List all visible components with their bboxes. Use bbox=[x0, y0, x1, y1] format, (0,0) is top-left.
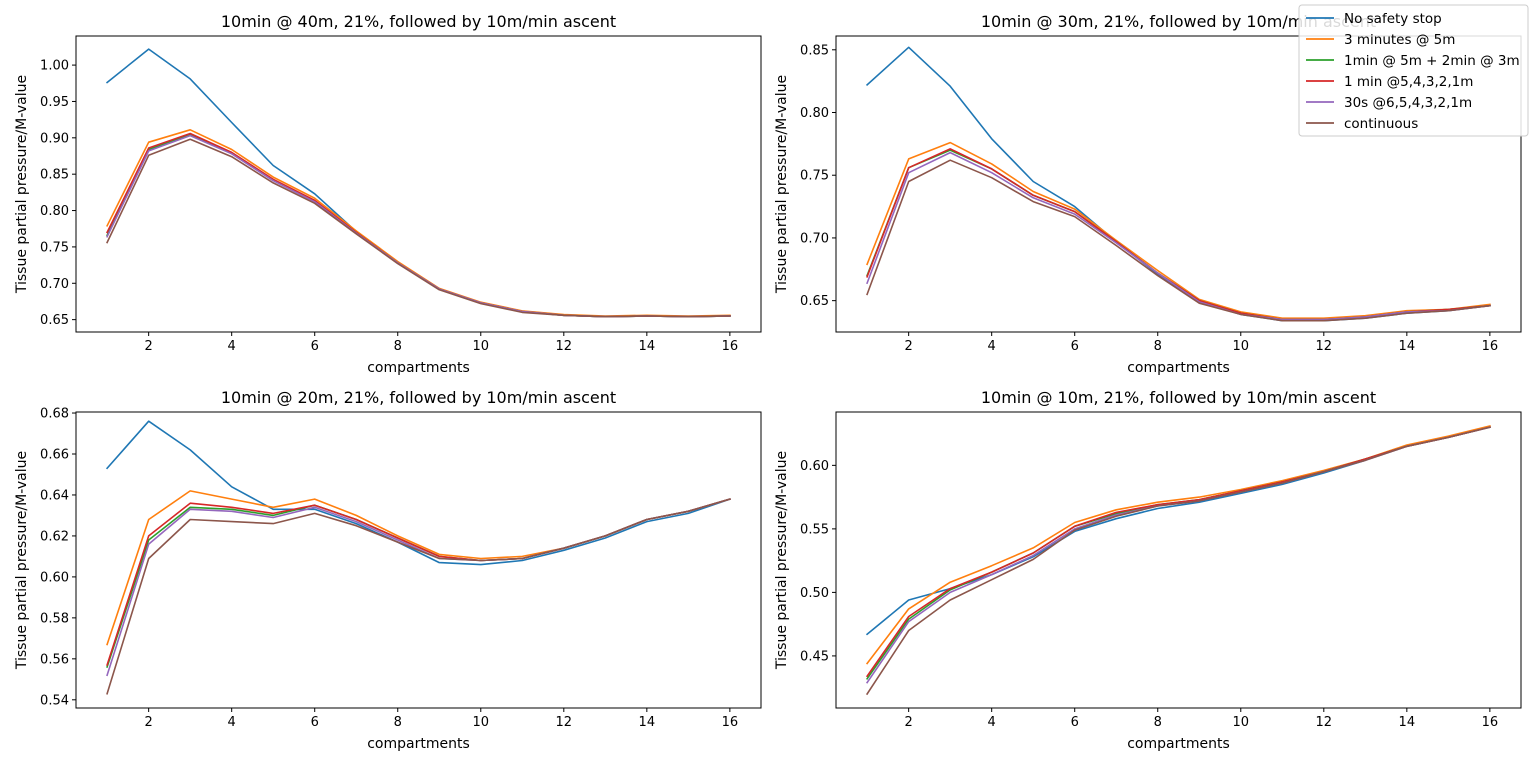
x-tick-label: 12 bbox=[556, 715, 573, 730]
y-axis-label: Tissue partial pressure/M-value bbox=[774, 451, 790, 670]
legend-label: 1min @ 5m + 2min @ 3m bbox=[1344, 53, 1520, 69]
x-tick-label: 10 bbox=[472, 339, 489, 354]
chart-title: 10min @ 30m, 21%, followed by 10m/min as… bbox=[981, 12, 1376, 31]
x-axis-label: compartments bbox=[367, 736, 470, 752]
x-tick-label: 16 bbox=[722, 715, 739, 730]
axes-frame bbox=[835, 35, 1522, 333]
x-tick-label: 2 bbox=[145, 339, 153, 354]
y-tick-label: 0.65 bbox=[40, 313, 69, 328]
y-axis-label: Tissue partial pressure/M-value bbox=[14, 75, 30, 294]
x-tick-label: 6 bbox=[311, 339, 319, 354]
x-axis-label: compartments bbox=[367, 360, 470, 376]
chart-title: 10min @ 10m, 21%, followed by 10m/min as… bbox=[981, 388, 1376, 407]
chart-panel-2: 2 4 6 8 10 12 14 16 0.65 0.70 0.75 0.80 0.85 10min @ … bbox=[774, 12, 1522, 376]
axes-frame bbox=[835, 411, 1522, 709]
y-tick-label: 0.85 bbox=[800, 43, 829, 58]
x-tick-label: 6 bbox=[311, 715, 319, 730]
y-tick-label: 0.58 bbox=[40, 611, 69, 626]
y-tick-label: 0.90 bbox=[40, 131, 69, 146]
x-tick-label: 16 bbox=[1482, 339, 1499, 354]
x-tick-label: 12 bbox=[1316, 715, 1333, 730]
x-tick-label: 6 bbox=[1071, 339, 1079, 354]
y-tick-label: 0.65 bbox=[800, 294, 829, 309]
x-tick-label: 2 bbox=[145, 715, 153, 730]
series-line-6 bbox=[866, 159, 1491, 322]
series-line-5 bbox=[866, 151, 1491, 321]
series-line-2 bbox=[866, 141, 1491, 320]
y-tick-label: 0.70 bbox=[40, 277, 69, 292]
legend-label: No safety stop bbox=[1344, 11, 1442, 27]
x-tick-label: 10 bbox=[1232, 339, 1249, 354]
x-tick-label: 8 bbox=[394, 715, 402, 730]
x-tick-label: 2 bbox=[905, 339, 913, 354]
series-line-6 bbox=[865, 426, 1491, 696]
x-tick-label: 14 bbox=[639, 715, 656, 730]
y-axis-label: Tissue partial pressure/M-value bbox=[774, 75, 790, 294]
x-tick-label: 8 bbox=[1154, 339, 1162, 354]
legend-box bbox=[1298, 4, 1529, 137]
x-tick-label: 2 bbox=[905, 715, 913, 730]
y-tick-label: 0.75 bbox=[800, 169, 829, 184]
x-tick-label: 4 bbox=[988, 339, 996, 354]
series-line-1 bbox=[105, 420, 731, 566]
y-tick-label: 1.00 bbox=[40, 59, 69, 74]
y-tick-label: 0.85 bbox=[40, 168, 69, 183]
y-tick-label: 0.62 bbox=[40, 529, 69, 544]
y-tick-label: 0.56 bbox=[40, 652, 69, 667]
y-tick-label: 0.68 bbox=[40, 407, 69, 422]
y-tick-label: 0.60 bbox=[40, 570, 69, 585]
y-tick-label: 0.55 bbox=[800, 522, 829, 537]
y-tick-label: 0.45 bbox=[800, 649, 829, 664]
chart-title: 10min @ 20m, 21%, followed by 10m/min as… bbox=[221, 388, 616, 407]
x-tick-label: 8 bbox=[394, 339, 402, 354]
y-tick-label: 0.64 bbox=[40, 488, 69, 503]
x-tick-label: 12 bbox=[1316, 339, 1333, 354]
y-tick-label: 0.66 bbox=[40, 447, 69, 462]
y-tick-label: 0.95 bbox=[40, 95, 69, 110]
x-axis-label: compartments bbox=[1127, 360, 1230, 376]
x-tick-label: 16 bbox=[1482, 715, 1499, 730]
x-tick-label: 14 bbox=[639, 339, 656, 354]
y-axis-label: Tissue partial pressure/M-value bbox=[14, 451, 30, 670]
chart-title: 10min @ 40m, 21%, followed by 10m/min as… bbox=[221, 12, 616, 31]
y-tick-label: 0.80 bbox=[40, 204, 69, 219]
y-tick-label: 0.80 bbox=[800, 106, 829, 121]
y-tick-label: 0.60 bbox=[800, 459, 829, 474]
x-tick-label: 14 bbox=[1399, 339, 1416, 354]
chart-panel-3: 2 4 6 8 10 12 14 16 0.54 0.56 0.58 0.60 0.62 0.64 0.66… bbox=[14, 388, 762, 752]
x-tick-label: 8 bbox=[1154, 715, 1162, 730]
chart-panel-4: 2 4 6 8 10 12 14 16 0.45 0.50 0.55 0.60 10min @ 10m,… bbox=[774, 388, 1522, 752]
x-tick-label: 6 bbox=[1071, 715, 1079, 730]
axes-frame bbox=[75, 411, 762, 709]
y-tick-label: 0.50 bbox=[800, 586, 829, 601]
x-axis-label: compartments bbox=[1127, 736, 1230, 752]
y-tick-label: 0.54 bbox=[40, 693, 69, 708]
legend-label: continuous bbox=[1344, 116, 1418, 132]
y-tick-label: 0.70 bbox=[800, 231, 829, 246]
legend-label: 30s @6,5,4,3,2,1m bbox=[1344, 95, 1472, 111]
series-line-6 bbox=[106, 138, 731, 318]
x-tick-label: 16 bbox=[722, 339, 739, 354]
x-tick-label: 4 bbox=[228, 715, 236, 730]
x-tick-label: 14 bbox=[1399, 715, 1416, 730]
x-tick-label: 12 bbox=[556, 339, 573, 354]
axes-frame bbox=[75, 35, 762, 333]
series-line-6 bbox=[106, 498, 731, 695]
legend-label: 3 minutes @ 5m bbox=[1344, 32, 1455, 48]
x-tick-label: 4 bbox=[228, 339, 236, 354]
x-tick-label: 10 bbox=[472, 715, 489, 730]
legend-label: 1 min @5,4,3,2,1m bbox=[1344, 74, 1473, 90]
chart-panel-1: 2 4 6 8 10 12 14 16 0.65 0.70 0.75 0.80 0.85 0.90 0.95… bbox=[14, 12, 762, 376]
y-tick-label: 0.75 bbox=[40, 240, 69, 255]
x-tick-label: 10 bbox=[1232, 715, 1249, 730]
legend: No safety stop 3 minutes @ 5m 1min @ 5m + … bbox=[1298, 4, 1529, 137]
x-tick-label: 4 bbox=[988, 715, 996, 730]
